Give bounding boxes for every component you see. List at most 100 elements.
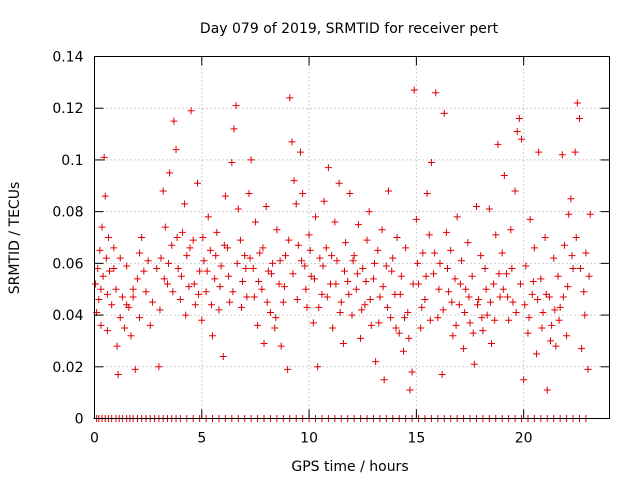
- data-point: [216, 283, 224, 291]
- data-point: [358, 306, 366, 314]
- data-point: [114, 371, 122, 379]
- data-point: [371, 259, 379, 267]
- data-point: [443, 265, 451, 273]
- data-point: [165, 259, 173, 267]
- data-point: [146, 321, 154, 329]
- data-point: [354, 221, 362, 229]
- data-point: [486, 298, 494, 306]
- data-point: [552, 342, 560, 350]
- data-point: [174, 265, 182, 273]
- data-point: [528, 290, 536, 298]
- data-point: [472, 202, 480, 210]
- data-point: [535, 148, 543, 156]
- data-point: [565, 210, 573, 218]
- data-point: [346, 190, 354, 198]
- data-point: [97, 285, 105, 293]
- data-point: [212, 252, 220, 260]
- data-point: [448, 298, 456, 306]
- data-point: [303, 303, 311, 311]
- data-point: [273, 226, 281, 234]
- data-point: [478, 314, 486, 322]
- data-point: [375, 319, 383, 327]
- data-point: [410, 86, 418, 94]
- data-point: [560, 241, 568, 249]
- data-point: [269, 259, 277, 267]
- data-point: [340, 267, 348, 275]
- data-point: [419, 249, 427, 257]
- data-point: [138, 234, 146, 241]
- data-point: [435, 285, 443, 293]
- data-point: [460, 345, 468, 353]
- data-point: [357, 334, 365, 342]
- data-point: [379, 283, 387, 291]
- data-point: [569, 265, 577, 273]
- data-point: [438, 371, 446, 379]
- data-point: [297, 148, 304, 156]
- data-point: [542, 290, 550, 298]
- data-point: [402, 244, 410, 252]
- data-point: [254, 321, 262, 329]
- data-point: [543, 386, 551, 394]
- data-point: [417, 324, 425, 332]
- data-point: [160, 275, 168, 283]
- data-point: [533, 350, 541, 358]
- data-point: [293, 296, 301, 304]
- data-point: [319, 262, 327, 270]
- data-point: [397, 272, 405, 280]
- data-point: [392, 324, 400, 332]
- y-tick-label: 0: [75, 412, 84, 428]
- data-point: [275, 280, 283, 288]
- data-point: [404, 308, 412, 316]
- data-point: [509, 298, 517, 306]
- data-point: [511, 187, 519, 195]
- data-point: [337, 298, 345, 306]
- y-tick-label: 0.02: [52, 360, 83, 376]
- data-point: [512, 308, 520, 316]
- data-point: [260, 340, 268, 348]
- data-point: [94, 265, 102, 273]
- data-point: [194, 179, 201, 187]
- data-point: [350, 252, 358, 260]
- data-point: [396, 290, 404, 298]
- data-point: [259, 244, 267, 252]
- data-point: [110, 265, 118, 273]
- data-point: [345, 290, 353, 298]
- data-point: [97, 321, 105, 329]
- data-point: [288, 138, 296, 146]
- data-point: [333, 257, 341, 265]
- data-point: [133, 275, 141, 283]
- data-point: [453, 213, 461, 221]
- data-point: [159, 187, 167, 195]
- data-point: [449, 332, 457, 340]
- data-point: [348, 311, 356, 319]
- data-point: [118, 293, 126, 301]
- data-point: [425, 231, 433, 239]
- data-point: [575, 115, 583, 123]
- data-point: [554, 272, 562, 280]
- data-point: [136, 249, 144, 257]
- data-point: [477, 252, 485, 260]
- data-point: [577, 265, 585, 273]
- data-point: [163, 280, 171, 288]
- data-point: [440, 109, 448, 117]
- data-point: [191, 301, 199, 309]
- data-point: [233, 259, 241, 267]
- data-point: [129, 285, 137, 293]
- data-point: [198, 316, 206, 324]
- data-point: [102, 254, 110, 262]
- data-point: [315, 303, 323, 311]
- data-point: [103, 327, 111, 335]
- data-point: [466, 319, 474, 327]
- data-point: [336, 308, 344, 316]
- data-point: [232, 102, 240, 110]
- data-point: [318, 290, 326, 298]
- data-point: [241, 252, 249, 260]
- data-point: [213, 228, 221, 236]
- data-point: [525, 314, 533, 322]
- data-point: [166, 169, 174, 177]
- data-point: [406, 386, 414, 394]
- data-point: [363, 236, 371, 244]
- y-tick-label: 0.14: [52, 50, 83, 66]
- data-point: [508, 265, 516, 273]
- data-point: [207, 301, 215, 309]
